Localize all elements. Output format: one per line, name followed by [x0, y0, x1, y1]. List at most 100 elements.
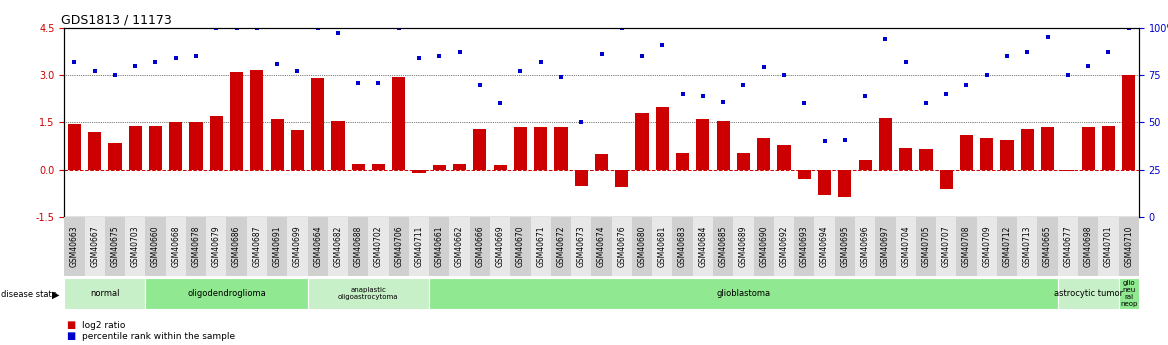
Bar — [1037, 217, 1058, 276]
Bar — [271, 119, 284, 170]
Point — [1058, 72, 1077, 78]
Bar — [291, 130, 304, 170]
Bar — [389, 217, 409, 276]
Point — [65, 59, 84, 65]
Text: oligodendroglioma: oligodendroglioma — [187, 289, 266, 298]
Bar — [798, 170, 811, 179]
Bar — [246, 217, 267, 276]
Text: astrocytic tumor: astrocytic tumor — [1054, 289, 1122, 298]
Bar — [875, 217, 896, 276]
Bar — [368, 217, 389, 276]
Point — [308, 25, 327, 30]
Bar — [814, 217, 835, 276]
Bar — [332, 121, 345, 170]
Bar — [757, 138, 771, 170]
Text: GSM40669: GSM40669 — [495, 226, 505, 267]
Text: GSM40683: GSM40683 — [679, 226, 687, 267]
Bar — [1101, 126, 1115, 170]
Text: GSM40708: GSM40708 — [962, 226, 971, 267]
Bar — [210, 116, 223, 170]
Bar — [835, 217, 855, 276]
Bar — [936, 217, 957, 276]
Bar — [128, 126, 141, 170]
Bar — [148, 126, 162, 170]
Bar — [1098, 217, 1119, 276]
Text: GSM40689: GSM40689 — [739, 226, 748, 267]
Point — [531, 59, 550, 65]
Text: GSM40694: GSM40694 — [820, 226, 829, 267]
Text: GSM40712: GSM40712 — [1002, 226, 1011, 267]
Bar — [412, 170, 425, 173]
Point — [633, 53, 652, 59]
Bar — [794, 217, 814, 276]
Point — [673, 91, 691, 97]
Bar — [186, 217, 207, 276]
Point — [491, 101, 509, 106]
Bar — [250, 70, 264, 170]
Bar — [534, 127, 548, 170]
Point — [835, 137, 854, 142]
Bar — [980, 138, 993, 170]
Point — [126, 63, 145, 68]
Text: GSM40696: GSM40696 — [861, 226, 870, 267]
Bar — [494, 165, 507, 170]
Bar — [1078, 217, 1098, 276]
Text: disease state: disease state — [1, 290, 57, 299]
Bar — [473, 129, 486, 170]
Text: GSM40695: GSM40695 — [840, 226, 849, 267]
Point — [572, 120, 591, 125]
Bar — [774, 217, 794, 276]
Text: GSM40664: GSM40664 — [313, 226, 322, 267]
Bar — [575, 170, 588, 186]
Bar — [737, 152, 750, 170]
Point — [592, 51, 611, 57]
Bar — [125, 217, 145, 276]
Bar — [1122, 75, 1135, 170]
Point — [694, 93, 712, 99]
Text: GSM40710: GSM40710 — [1124, 226, 1133, 267]
Bar — [976, 217, 996, 276]
Text: GSM40675: GSM40675 — [111, 226, 119, 267]
Text: GSM40698: GSM40698 — [1084, 226, 1092, 267]
Point — [795, 101, 814, 106]
Text: GSM40699: GSM40699 — [293, 226, 301, 267]
Text: anaplastic
oligoastrocytoma: anaplastic oligoastrocytoma — [338, 287, 398, 300]
Bar — [1021, 129, 1034, 170]
Text: GSM40693: GSM40693 — [800, 226, 808, 267]
Point — [166, 55, 185, 61]
Bar — [1058, 217, 1078, 276]
Text: GSM40707: GSM40707 — [941, 226, 951, 267]
Text: GSM40661: GSM40661 — [434, 226, 444, 267]
Point — [1119, 25, 1138, 30]
Point — [774, 72, 793, 78]
Point — [228, 25, 246, 30]
Bar — [311, 78, 325, 170]
Text: GSM40662: GSM40662 — [456, 226, 464, 267]
Bar — [491, 217, 510, 276]
Text: GSM40702: GSM40702 — [374, 226, 383, 267]
Text: GSM40660: GSM40660 — [151, 226, 160, 267]
Bar — [696, 119, 709, 170]
Text: GSM40677: GSM40677 — [1063, 226, 1072, 267]
Text: GSM40665: GSM40665 — [1043, 226, 1052, 267]
FancyBboxPatch shape — [64, 278, 145, 309]
Point — [105, 72, 124, 78]
Bar — [858, 160, 871, 170]
Bar — [392, 77, 405, 170]
Bar — [1082, 127, 1094, 170]
Text: ■: ■ — [67, 321, 76, 330]
Text: GSM40680: GSM40680 — [638, 226, 647, 267]
Bar — [551, 217, 571, 276]
Text: GSM40663: GSM40663 — [70, 226, 79, 267]
Point — [815, 139, 834, 144]
Bar — [957, 217, 976, 276]
Text: GSM40686: GSM40686 — [232, 226, 241, 267]
Text: GSM40673: GSM40673 — [577, 226, 585, 267]
Text: GSM40684: GSM40684 — [698, 226, 708, 267]
Text: GSM40671: GSM40671 — [536, 226, 545, 267]
Text: GSM40705: GSM40705 — [922, 226, 931, 267]
Bar — [996, 217, 1017, 276]
Text: GSM40678: GSM40678 — [192, 226, 201, 267]
Point — [450, 49, 468, 55]
Point — [248, 25, 266, 30]
